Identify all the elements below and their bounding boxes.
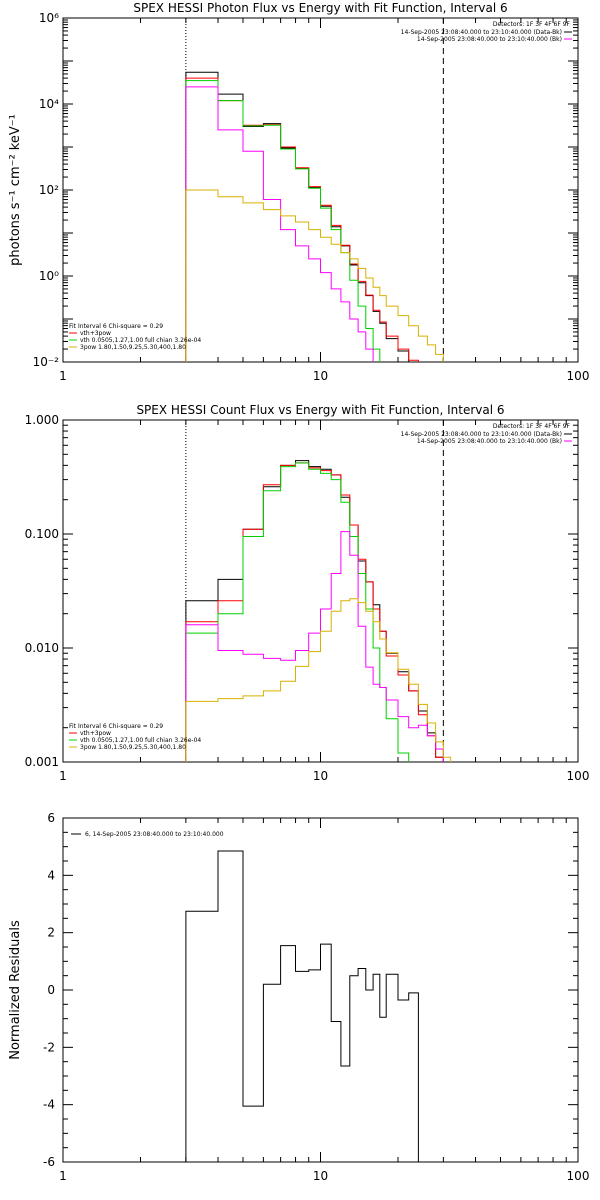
y-tick-label: 10⁶ [39, 11, 59, 25]
legend-entry-label: 14-Sep-2005 23:08:40.000 to 23:10:40.000… [417, 36, 562, 43]
legend-entry-label: 6, 14-Sep-2005 23:08:40.000 to 23:10:40.… [85, 831, 224, 838]
y-tick-label: -2 [43, 1040, 55, 1054]
x-tick-label: 1 [59, 369, 67, 383]
legend-entry-label: 3pow 1.80,1.50,9.25,5.30,400,1.80 [80, 344, 186, 351]
x-tick-label: 100 [567, 369, 590, 383]
y-tick-label: 10⁰ [39, 269, 59, 283]
y-axis-label: Normalized Residuals [8, 920, 23, 1060]
x-tick-label: 100 [567, 1169, 590, 1183]
y-tick-label: 6 [47, 811, 55, 825]
y-tick-label: 2 [47, 926, 55, 940]
series-0-histogram [185, 71, 419, 363]
y-tick-label: 10⁻² [33, 355, 60, 369]
fit-interval-label: Fit Interval 6 Chi-square = 0.29 [69, 323, 163, 330]
series-1-histogram [185, 77, 419, 362]
legend-entry-label: vth+3pow [80, 730, 111, 737]
fit-interval-label: Fit Interval 6 Chi-square = 0.29 [69, 723, 163, 730]
photon-flux-panel: 1 10 100 10⁻² 10⁰ 10² 10⁴ 10⁶ SPEX HESSI Photon … [8, 1, 589, 383]
y-tick-label: 0.100 [25, 527, 59, 541]
legend-entry-label: 14-Sep-2005 23:08:40.000 to 23:10:40.000… [417, 438, 562, 445]
series-0-histogram [185, 850, 419, 1162]
chart-title: SPEX HESSI Count Flux vs Energy with Fit… [136, 403, 504, 417]
y-axis-label: photons s⁻¹ cm⁻² keV⁻¹ [8, 114, 23, 266]
series-1-histogram [185, 462, 444, 762]
y-tick-label: 10⁴ [39, 97, 59, 111]
y-tick-label: 0.001 [25, 755, 59, 769]
detectors-label: Detectors: 1F 3F 4F 6F 9F [493, 21, 571, 28]
y-tick-label: 4 [47, 868, 55, 882]
series-3-histogram [185, 531, 444, 762]
x-tick-label: 1 [59, 769, 67, 783]
legend-entry-label: vth 0.0505,1.27,1.00 full chian 3.26e-04 [80, 737, 201, 744]
chart-title: SPEX HESSI Photon Flux vs Energy with Fi… [133, 1, 507, 15]
series-2-histogram [185, 80, 381, 362]
residuals-panel: 1 10 100 -6 -4 -2 0 2 4 6 Normalized Residuals 6, 1… [8, 811, 589, 1183]
y-tick-label: -6 [43, 1155, 55, 1169]
legend-entry-label: 14-Sep-2005 23:08:40.000 to 23:10:40.000… [401, 431, 562, 438]
y-tick-label: 10² [39, 183, 59, 197]
count-flux-panel: 1 10 100 0.001 0.010 0.100 1.000 SPEX HESSI Cou… [25, 403, 590, 783]
series-3-histogram [185, 86, 374, 362]
x-tick-label: 1 [59, 1169, 67, 1183]
plot-frame [62, 817, 579, 1163]
legend-entry-label: 3pow 1.80,1.50,9.25,5.30,400,1.80 [80, 744, 186, 751]
x-tick-label: 10 [313, 369, 328, 383]
legend-entry-label: vth+3pow [80, 330, 111, 337]
y-tick-label: 0 [47, 983, 55, 997]
x-tick-label: 10 [313, 1169, 328, 1183]
series-2-histogram [185, 462, 410, 762]
series-4-histogram [185, 598, 452, 762]
legend-entry-label: vth 0.0505,1.27,1.00 full chian 3.26e-04 [80, 337, 201, 344]
y-tick-label: -4 [43, 1098, 55, 1112]
detectors-label: Detectors: 1F 3F 4F 6F 9F [493, 423, 571, 430]
y-tick-label: 0.010 [25, 641, 59, 655]
x-tick-label: 10 [313, 769, 328, 783]
legend-entry-label: 14-Sep-2005 23:08:40.000 to 23:10:40.000… [401, 29, 562, 36]
series-4-histogram [185, 189, 444, 362]
x-tick-label: 100 [567, 769, 590, 783]
y-tick-label: 1.000 [25, 413, 59, 427]
